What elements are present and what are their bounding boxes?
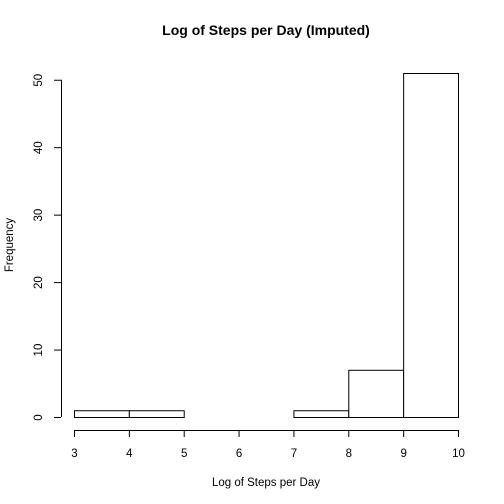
y-tick-label-1: 10 [33,344,45,357]
y-axis-label: Frequency [4,218,16,273]
x-tick-label-3: 6 [236,448,242,460]
histogram-bar-0 [74,410,130,419]
y-tick-label-2: 20 [33,276,45,289]
histogram-bar-6 [403,73,459,418]
bars-group [74,73,459,419]
y-tick-label-4: 40 [33,141,45,154]
x-tick-label-1: 4 [126,448,133,460]
y-tick-label-3: 30 [33,209,45,222]
y-tick-label-0: 0 [33,414,45,420]
x-axis-label: Log of Steps per Day [212,477,320,489]
x-tick-label-0: 3 [71,448,77,460]
x-tick-label-5: 8 [346,448,352,460]
histogram-bar-1 [128,410,185,419]
x-tick-label-7: 10 [452,448,465,460]
histogram-bar-4 [293,410,350,419]
chart-title: Log of Steps per Day (Imputed) [162,22,370,38]
y-tick-label-5: 50 [33,74,45,87]
x-tick-label-6: 9 [400,448,406,460]
x-axis: 3 4 5 6 7 8 9 10 [71,430,465,460]
histogram-bar-5 [348,369,405,418]
x-tick-label-4: 7 [291,448,297,460]
y-axis: 0 10 20 30 40 50 [33,74,62,421]
x-tick-label-2: 5 [181,448,187,460]
